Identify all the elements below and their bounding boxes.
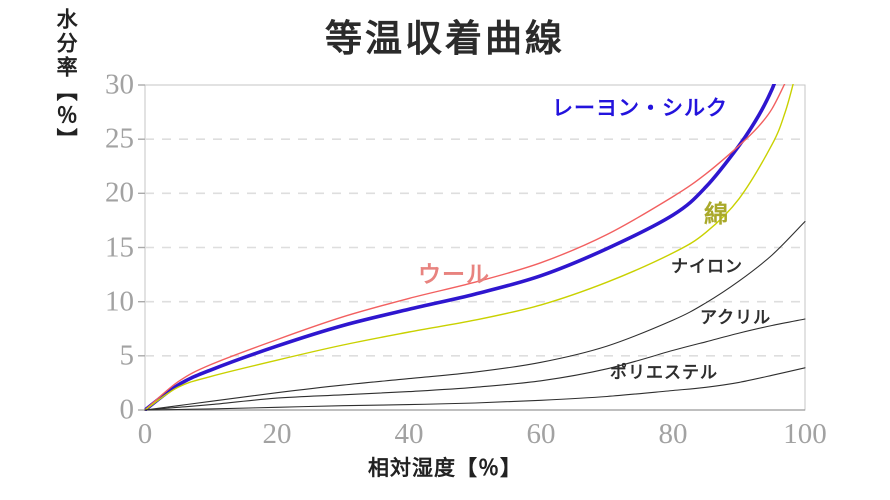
x-axis-label: 相対湿度【％】 xyxy=(368,457,522,480)
curve-label-ウール: ウール xyxy=(418,261,490,287)
curve-ナイロン xyxy=(144,220,806,411)
x-tick-20: 20 xyxy=(262,418,292,450)
curve-レーヨン・シルク xyxy=(144,84,777,411)
curve-綿 xyxy=(144,84,794,411)
x-tick-80: 80 xyxy=(658,418,688,450)
curve-label-ポリエステル: ポリエステル xyxy=(610,363,718,382)
x-tick-60: 60 xyxy=(526,418,556,450)
y-tick-5: 5 xyxy=(119,339,135,372)
curve-ポリエステル xyxy=(144,367,806,411)
curve-label-綿: 綿 xyxy=(704,201,729,228)
y-tick-25: 25 xyxy=(105,122,134,155)
y-tick-20: 20 xyxy=(105,176,134,209)
x-tick-0: 0 xyxy=(137,418,153,450)
curve-label-ナイロン: ナイロン xyxy=(671,257,743,276)
curve-ウール xyxy=(144,84,786,411)
curve-label-レーヨン・シルク: レーヨン・シルク xyxy=(552,97,728,120)
y-tick-0: 0 xyxy=(119,393,135,426)
x-tick-100: 100 xyxy=(783,418,827,450)
curve-アクリル xyxy=(144,318,806,411)
x-tick-40: 40 xyxy=(394,418,424,450)
y-tick-30: 30 xyxy=(105,68,134,101)
curve-label-アクリル: アクリル xyxy=(700,308,772,327)
y-axis-label: 水分率【％】 xyxy=(54,8,78,152)
y-tick-10: 10 xyxy=(105,285,134,318)
y-tick-15: 15 xyxy=(105,231,134,263)
chart-title: 等温収着曲線 xyxy=(325,19,565,60)
